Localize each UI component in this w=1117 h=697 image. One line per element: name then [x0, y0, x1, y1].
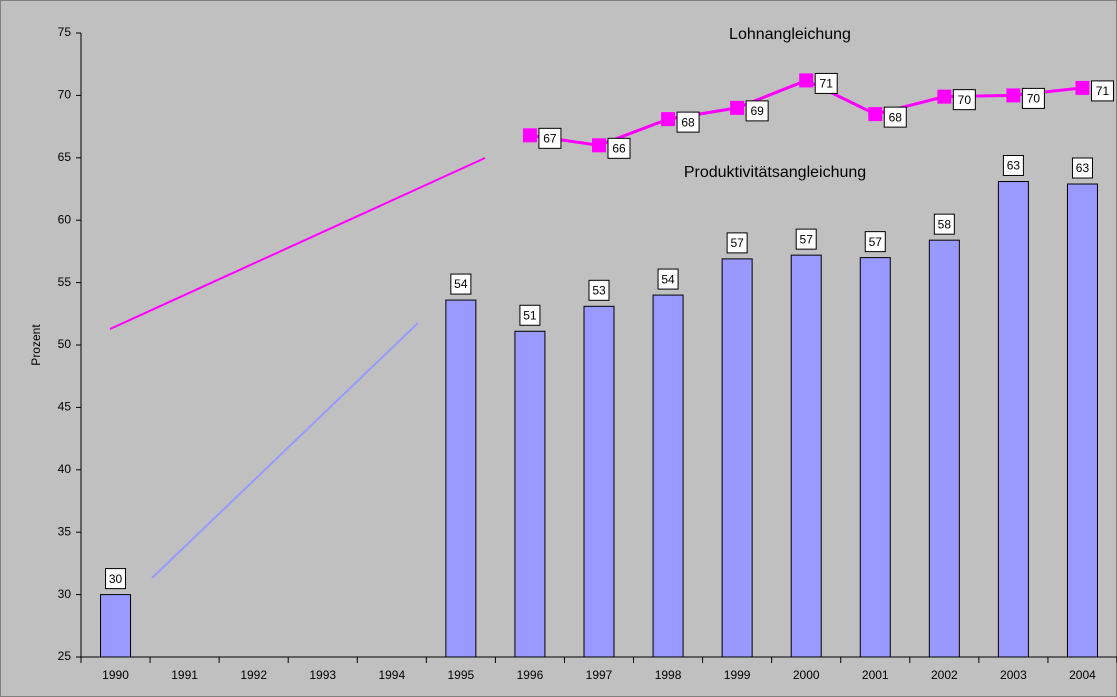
value-label-box	[864, 231, 886, 253]
marker	[799, 73, 814, 88]
x-tick-label: 2004	[1069, 668, 1096, 682]
value-label-box	[607, 137, 631, 159]
value-label: 71	[820, 77, 834, 91]
value-label: 30	[109, 572, 123, 586]
value-label: 69	[750, 104, 764, 118]
value-label-box	[745, 100, 769, 122]
y-tick-label: 25	[58, 649, 72, 663]
y-tick-label: 75	[58, 25, 72, 39]
value-label: 68	[681, 115, 695, 129]
marker	[592, 138, 606, 153]
value-label: 66	[612, 141, 626, 155]
value-label-box	[883, 106, 907, 128]
x-tick-label: 2001	[862, 668, 889, 682]
value-label: 53	[592, 283, 606, 297]
marker	[868, 107, 883, 122]
value-label: 71	[1096, 84, 1110, 98]
value-label-box	[933, 213, 955, 235]
y-tick-label: 55	[58, 275, 72, 289]
value-label: 68	[889, 110, 903, 124]
value-label: 51	[523, 308, 537, 322]
x-tick-label: 1998	[655, 668, 682, 682]
bar	[997, 181, 1029, 658]
marker	[730, 100, 745, 115]
marker	[1006, 88, 1021, 103]
value-label-box	[450, 273, 472, 295]
annotation: Produktivitätsangleichung	[684, 164, 866, 181]
x-tick-label: 1994	[378, 668, 405, 682]
trend-line	[109, 157, 486, 330]
value-label-box	[588, 279, 610, 301]
bar	[928, 239, 960, 658]
marker	[661, 112, 676, 127]
value-label: 57	[869, 235, 883, 249]
marker	[522, 128, 537, 143]
value-label: 67	[543, 132, 557, 146]
y-tick-label: 30	[58, 587, 72, 601]
value-label: 58	[938, 217, 952, 231]
y-tick-label: 50	[58, 337, 72, 351]
value-label-box	[795, 228, 817, 250]
value-label-box	[538, 127, 562, 149]
y-tick-label: 60	[58, 212, 72, 226]
x-tick-label: 1991	[171, 668, 198, 682]
trend-line	[151, 322, 419, 579]
value-label-box	[726, 232, 748, 254]
value-label: 57	[730, 236, 744, 250]
bar	[100, 594, 132, 658]
x-tick-label: 2003	[1000, 668, 1027, 682]
x-tick-label: 1996	[517, 668, 544, 682]
value-label-box	[814, 72, 838, 94]
bar	[721, 258, 753, 658]
value-label: 54	[661, 272, 675, 286]
value-label: 70	[958, 93, 972, 107]
marker	[937, 89, 952, 104]
bar	[583, 305, 615, 658]
value-label: 54	[454, 277, 468, 291]
y-tick-label: 45	[58, 400, 72, 414]
value-label-box	[676, 111, 700, 133]
x-tick-label: 1992	[240, 668, 267, 682]
value-label-box	[657, 268, 679, 290]
value-label: 63	[1007, 159, 1021, 173]
bar	[1066, 183, 1098, 658]
value-label: 57	[800, 232, 814, 246]
value-label: 63	[1076, 161, 1090, 175]
y-tick-label: 35	[58, 524, 72, 538]
value-label: 70	[1027, 92, 1041, 106]
value-label-box	[1021, 87, 1045, 109]
value-label-box	[1002, 155, 1024, 177]
bar	[652, 294, 684, 658]
bar	[790, 254, 822, 658]
x-tick-label: 1997	[586, 668, 613, 682]
value-label-box	[1071, 157, 1093, 179]
bar	[859, 257, 891, 658]
value-label-box	[952, 89, 976, 111]
y-tick-label: 65	[58, 150, 72, 164]
annotation: Lohnangleichung	[729, 26, 851, 43]
x-tick-label: 1990	[102, 668, 129, 682]
bar	[445, 299, 477, 658]
x-tick-label: 2002	[931, 668, 958, 682]
marker	[1075, 80, 1090, 95]
value-label-box	[105, 568, 127, 590]
x-tick-label: 1993	[309, 668, 336, 682]
y-axis-label: Prozent	[29, 324, 43, 366]
x-tick-label: 1999	[724, 668, 751, 682]
bar	[514, 330, 546, 658]
x-tick-label: 2000	[793, 668, 820, 682]
y-tick-label: 40	[58, 462, 72, 476]
value-label-box	[1090, 80, 1114, 102]
value-label-box	[519, 304, 541, 326]
x-tick-label: 1995	[448, 668, 475, 682]
y-tick-label: 70	[58, 88, 72, 102]
